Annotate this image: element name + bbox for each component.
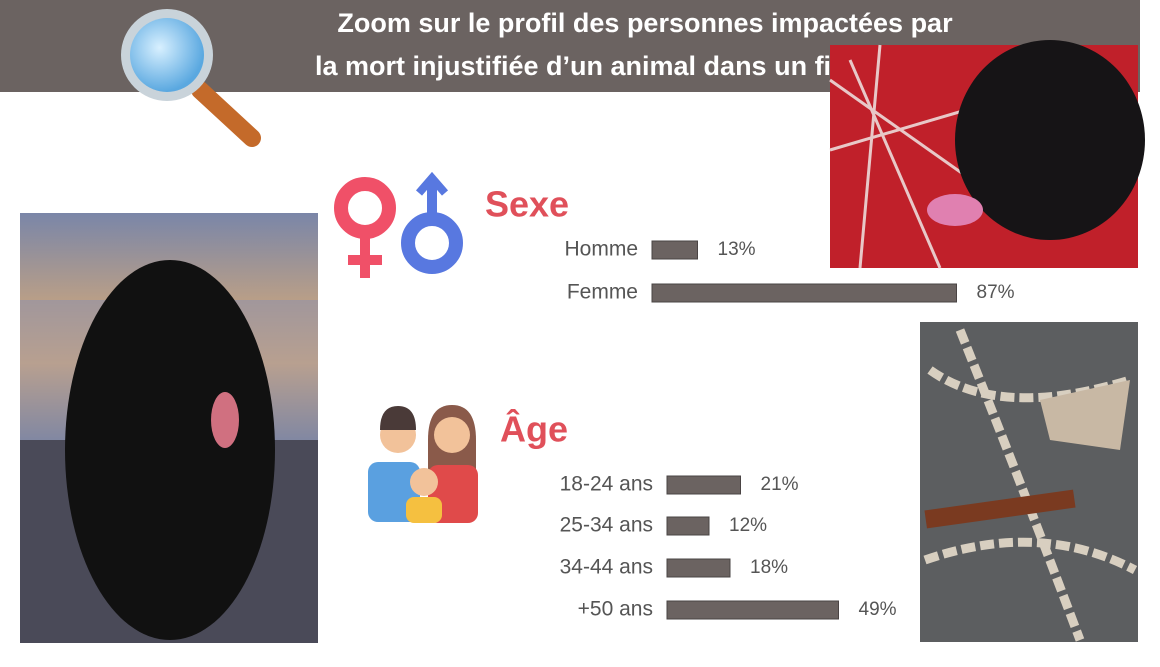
bar — [666, 516, 710, 536]
family-icon — [368, 405, 478, 523]
dog-photo-top-right — [829, 40, 1145, 269]
value-label: 12% — [729, 515, 767, 536]
chain-photo — [920, 322, 1138, 642]
bar — [666, 600, 839, 620]
bar — [666, 475, 741, 495]
category-label: 25-34 ans — [560, 514, 653, 537]
category-label: Homme — [564, 238, 638, 261]
chart-title: Sexe — [485, 184, 569, 225]
value-label: 49% — [859, 599, 897, 620]
chart-title: Âge — [500, 408, 568, 450]
value-label: 18% — [750, 557, 788, 578]
dog-photo-left — [20, 213, 318, 643]
header-title-line: la mort injustifiée d’un animal dans un … — [315, 51, 863, 81]
gender-icon — [334, 171, 463, 278]
value-label: 87% — [977, 282, 1015, 303]
magnifier-icon — [121, 9, 261, 147]
bar — [666, 558, 731, 578]
header-title-line: Zoom sur le profil des personnes impacté… — [337, 8, 953, 38]
value-label: 21% — [761, 474, 799, 495]
category-label: +50 ans — [578, 598, 653, 621]
bar — [651, 283, 957, 303]
category-label: 34-44 ans — [560, 556, 653, 579]
category-label: 18-24 ans — [560, 473, 653, 496]
bar — [651, 240, 698, 260]
category-label: Femme — [567, 281, 638, 304]
value-label: 13% — [718, 239, 756, 260]
